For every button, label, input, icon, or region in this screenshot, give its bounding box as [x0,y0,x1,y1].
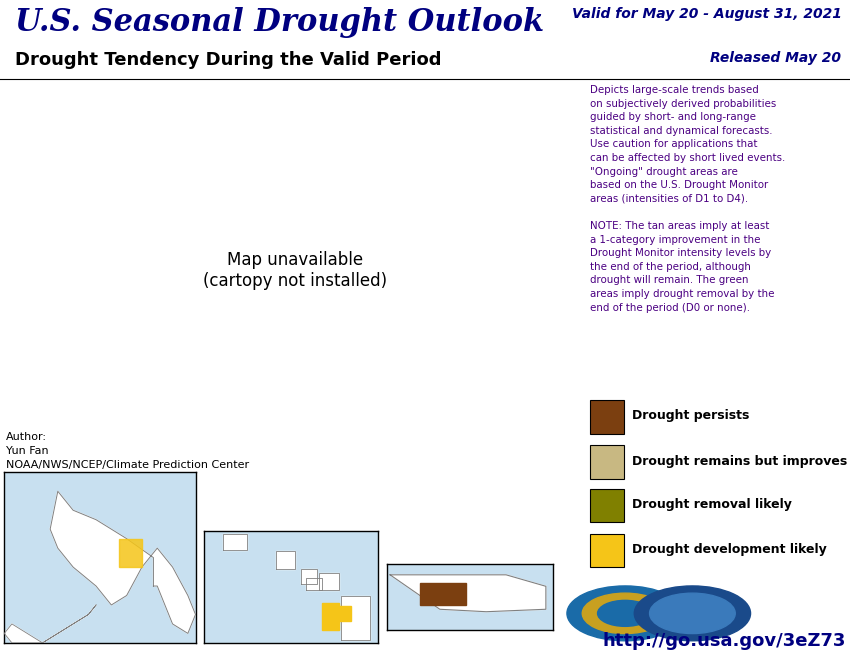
Circle shape [649,593,735,634]
Polygon shape [4,605,96,643]
Circle shape [582,593,668,634]
Polygon shape [390,575,546,611]
Text: Drought Tendency During the Valid Period: Drought Tendency During the Valid Period [15,51,442,69]
Polygon shape [341,596,371,640]
Text: Drought remains but improves: Drought remains but improves [632,455,847,468]
Polygon shape [119,539,142,567]
FancyBboxPatch shape [590,445,625,479]
Polygon shape [276,552,295,569]
Polygon shape [50,491,196,634]
Text: Valid for May 20 - August 31, 2021: Valid for May 20 - August 31, 2021 [571,7,842,20]
Polygon shape [320,573,339,590]
Polygon shape [338,605,351,621]
Circle shape [634,586,751,641]
Text: http://go.usa.gov/3eZ73: http://go.usa.gov/3eZ73 [603,632,846,650]
Text: Drought removal likely: Drought removal likely [632,498,792,511]
Text: Released May 20: Released May 20 [711,51,842,65]
Polygon shape [301,569,316,584]
FancyBboxPatch shape [590,534,625,567]
Polygon shape [306,578,322,590]
Polygon shape [322,603,339,630]
Circle shape [567,586,683,641]
Text: Drought development likely: Drought development likely [632,543,827,556]
Text: Map unavailable
(cartopy not installed): Map unavailable (cartopy not installed) [203,251,388,290]
FancyBboxPatch shape [590,400,625,434]
FancyBboxPatch shape [590,489,625,522]
Text: Drought persists: Drought persists [632,409,750,422]
Polygon shape [223,535,246,550]
Circle shape [598,600,653,626]
Polygon shape [420,583,467,605]
Text: Depicts large-scale trends based
on subjectively derived probabilities
guided by: Depicts large-scale trends based on subj… [590,85,785,313]
Text: Author:
Yun Fan
NOAA/NWS/NCEP/Climate Prediction Center: Author: Yun Fan NOAA/NWS/NCEP/Climate Pr… [7,432,250,470]
Text: U.S. Seasonal Drought Outlook: U.S. Seasonal Drought Outlook [15,7,544,37]
